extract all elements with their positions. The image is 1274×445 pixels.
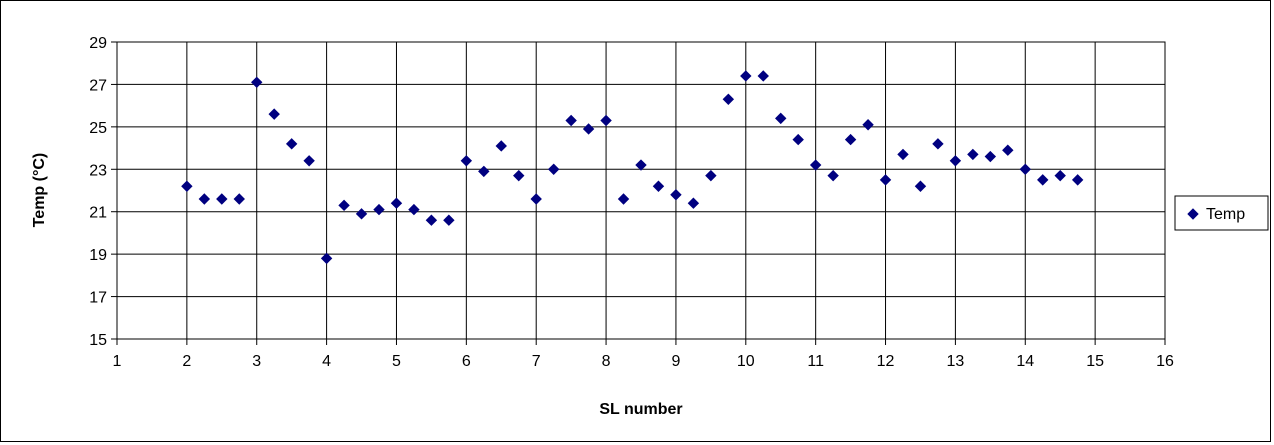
data-point: [949, 155, 962, 167]
y-axis-ticks: 15 17 19 21 23 25 27 29: [89, 35, 117, 349]
data-point: [425, 214, 438, 226]
data-point: [914, 180, 927, 192]
x-axis-title: SL number: [599, 401, 682, 418]
x-tick-label: 7: [532, 353, 541, 370]
data-point: [775, 112, 787, 125]
x-tick-label: 14: [1016, 353, 1034, 370]
x-tick-label: 3: [252, 353, 261, 370]
data-point: [251, 76, 263, 89]
x-tick-label: 12: [877, 353, 895, 370]
x-tick-label: 10: [737, 353, 755, 370]
data-point: [565, 114, 577, 127]
y-tick-label: 17: [89, 290, 107, 307]
data-point: [285, 138, 298, 150]
y-tick-label: 27: [89, 77, 107, 94]
x-tick-label: 9: [671, 353, 680, 370]
data-point: [530, 193, 542, 205]
legend-marker-icon: [1187, 208, 1199, 220]
data-point: [844, 133, 857, 146]
data-point: [1002, 144, 1014, 156]
data-point: [600, 114, 612, 127]
x-tick-label: 13: [947, 353, 965, 370]
data-point: [495, 140, 507, 152]
data-point: [879, 174, 892, 186]
data-point: [862, 119, 874, 131]
data-point: [443, 214, 455, 226]
data-point: [303, 155, 315, 167]
plot-area: [116, 41, 1166, 340]
data-point: [1054, 169, 1066, 182]
y-axis-title: Temp (°C): [31, 153, 48, 228]
x-tick-label: 6: [462, 353, 471, 370]
data-point: [390, 197, 403, 209]
data-point: [408, 203, 420, 216]
data-point: [460, 155, 473, 167]
data-point: [705, 169, 717, 182]
data-point: [1019, 163, 1031, 175]
x-axis-ticks: 1 2 3 4 5 6 7 8 9 10 11 12 13 14 15 16: [113, 339, 1174, 370]
grid-lines: [116, 41, 1166, 340]
data-point: [338, 199, 350, 212]
data-point: [670, 189, 682, 201]
x-tick-label: 16: [1156, 353, 1174, 370]
data-point: [932, 138, 944, 150]
x-tick-label: 11: [807, 353, 824, 370]
data-point: [617, 193, 630, 205]
data-point: [198, 193, 211, 205]
x-tick-label: 1: [113, 353, 122, 370]
legend-label: Temp: [1206, 206, 1245, 223]
data-point: [373, 203, 385, 216]
data-point: [268, 108, 280, 120]
data-point: [233, 193, 245, 205]
x-tick-label: 4: [322, 353, 331, 370]
data-point: [513, 169, 525, 182]
data-point: [757, 70, 769, 82]
data-point: [652, 180, 665, 192]
x-tick-label: 2: [182, 353, 191, 370]
data-point: [740, 70, 752, 82]
data-point: [582, 123, 595, 135]
y-tick-label: 19: [89, 247, 107, 264]
data-point: [635, 159, 647, 171]
y-tick-label: 29: [89, 35, 107, 52]
y-tick-label: 23: [89, 162, 107, 179]
data-point: [547, 163, 560, 175]
y-tick-label: 15: [89, 332, 107, 349]
data-point: [181, 180, 193, 192]
data-point: [1071, 174, 1084, 186]
x-tick-label: 15: [1086, 353, 1104, 370]
x-tick-label: 8: [602, 353, 611, 370]
data-point: [320, 252, 333, 265]
data-point: [216, 193, 228, 205]
legend: Temp: [1174, 195, 1269, 231]
y-tick-label: 25: [89, 120, 107, 137]
data-point: [478, 165, 490, 178]
data-point: [984, 150, 997, 163]
data-point: [722, 93, 735, 105]
data-point: [809, 159, 822, 171]
data-point: [1037, 174, 1049, 186]
data-point: [897, 148, 909, 161]
x-tick-label: 5: [392, 353, 401, 370]
data-point: [792, 133, 804, 146]
data-point: [827, 169, 839, 182]
y-tick-label: 21: [89, 205, 107, 222]
data-point: [687, 197, 700, 209]
data-point: [967, 148, 979, 161]
data-point: [355, 208, 368, 220]
data-points: [181, 70, 1084, 265]
